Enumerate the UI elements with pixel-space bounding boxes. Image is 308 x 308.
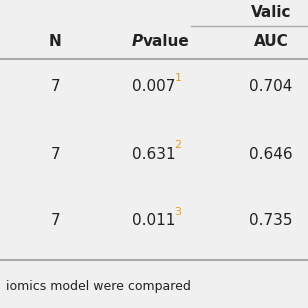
Text: AUC: AUC — [254, 34, 288, 49]
Text: 0.631: 0.631 — [132, 147, 176, 161]
Text: 0.704: 0.704 — [249, 79, 293, 94]
Text: 3: 3 — [175, 207, 181, 217]
Text: P: P — [132, 34, 143, 49]
Text: 7: 7 — [51, 147, 60, 161]
Text: 0.007: 0.007 — [132, 79, 176, 94]
Text: iomics model were compared: iomics model were compared — [6, 280, 191, 293]
Text: 0.011: 0.011 — [132, 213, 176, 228]
Text: 7: 7 — [51, 213, 60, 228]
Text: N: N — [49, 34, 62, 49]
Text: 2: 2 — [174, 140, 182, 150]
Text: Valic: Valic — [251, 5, 291, 20]
Text: 1: 1 — [175, 73, 181, 83]
Text: 7: 7 — [51, 79, 60, 94]
Text: 0.735: 0.735 — [249, 213, 293, 228]
Text: 0.646: 0.646 — [249, 147, 293, 161]
Text: value: value — [143, 34, 190, 49]
